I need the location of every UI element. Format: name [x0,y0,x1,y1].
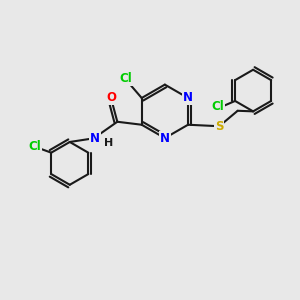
Text: S: S [215,120,224,133]
Text: N: N [160,132,170,145]
Text: Cl: Cl [211,100,224,113]
Text: Cl: Cl [119,72,132,85]
Text: N: N [90,132,100,145]
Text: Cl: Cl [28,140,41,153]
Text: H: H [104,139,113,148]
Text: N: N [183,92,193,104]
Text: O: O [106,92,116,104]
